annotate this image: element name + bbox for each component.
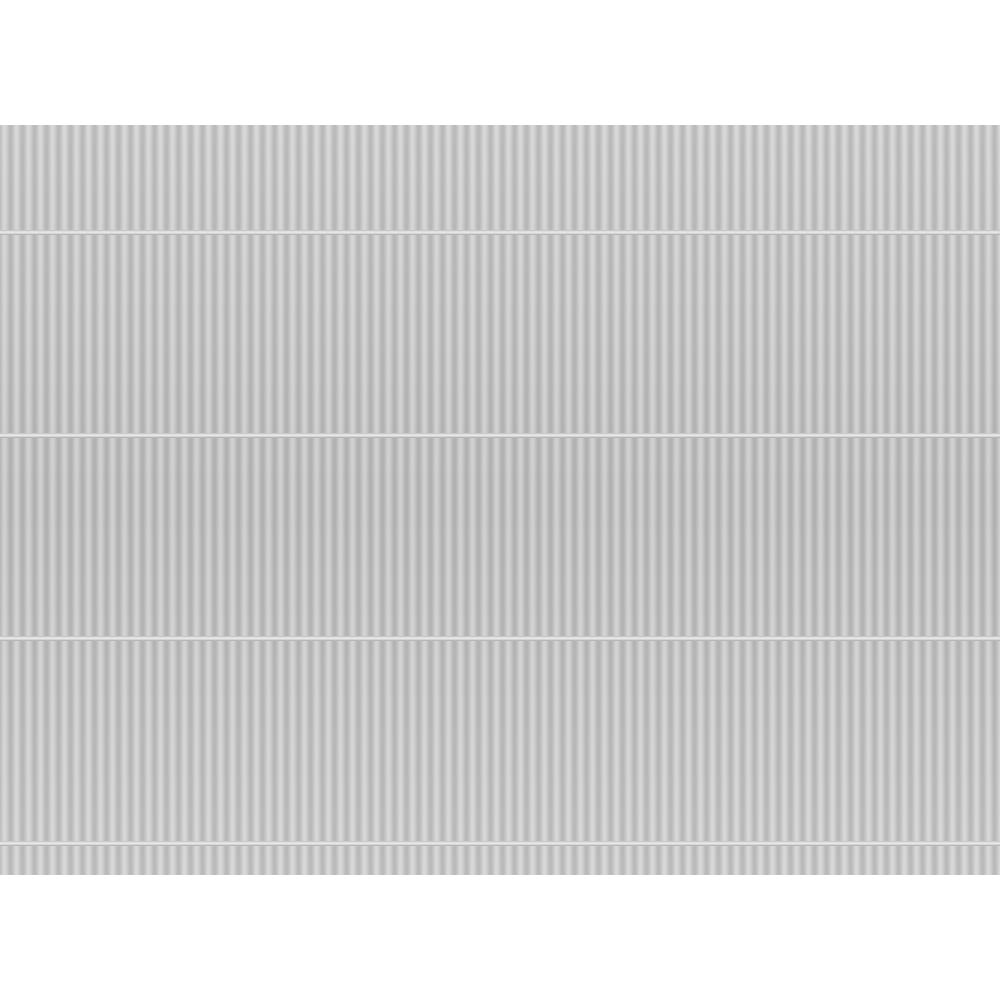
- panel-seam: [0, 433, 1000, 438]
- panel-seam: [0, 841, 1000, 846]
- panel-seam: [0, 230, 1000, 235]
- corrugated-metal-sheet: [0, 125, 1000, 875]
- panel-seam: [0, 636, 1000, 641]
